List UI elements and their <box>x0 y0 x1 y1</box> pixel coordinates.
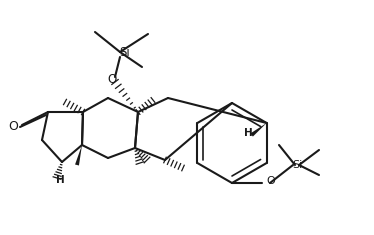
Polygon shape <box>250 123 267 137</box>
Text: H: H <box>244 128 253 138</box>
Polygon shape <box>75 145 82 165</box>
Text: Si: Si <box>292 160 302 170</box>
Text: H: H <box>56 175 64 185</box>
Text: O: O <box>8 121 18 133</box>
Text: O: O <box>266 176 275 186</box>
Text: O: O <box>107 73 117 86</box>
Text: Si: Si <box>120 46 131 59</box>
